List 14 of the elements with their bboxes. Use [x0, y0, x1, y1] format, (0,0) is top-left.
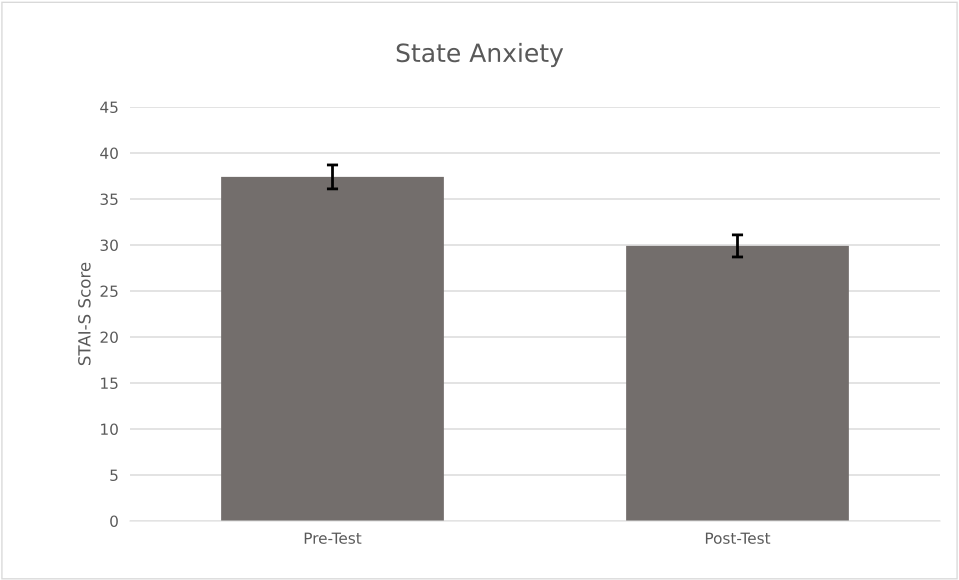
y-tick-label: 45 — [100, 102, 118, 114]
y-tick-label: 5 — [110, 470, 118, 482]
y-tick-label: 10 — [101, 423, 118, 436]
y-tick-label: 35 — [100, 193, 118, 206]
y-tick-label: 20 — [100, 331, 118, 344]
y-tick-label: 40 — [100, 147, 118, 160]
x-tick-label: Pre-Test — [304, 532, 362, 544]
y-axis-title: STAI-S Score — [78, 262, 91, 366]
y-tick-label: 30 — [100, 239, 118, 252]
chart-title: State Anxiety — [396, 42, 564, 68]
x-tick-label: Post-Test — [706, 532, 770, 544]
y-tick-label: 25 — [100, 285, 118, 298]
y-tick-label: 0 — [110, 515, 118, 528]
y-tick-label: 15 — [101, 378, 118, 390]
